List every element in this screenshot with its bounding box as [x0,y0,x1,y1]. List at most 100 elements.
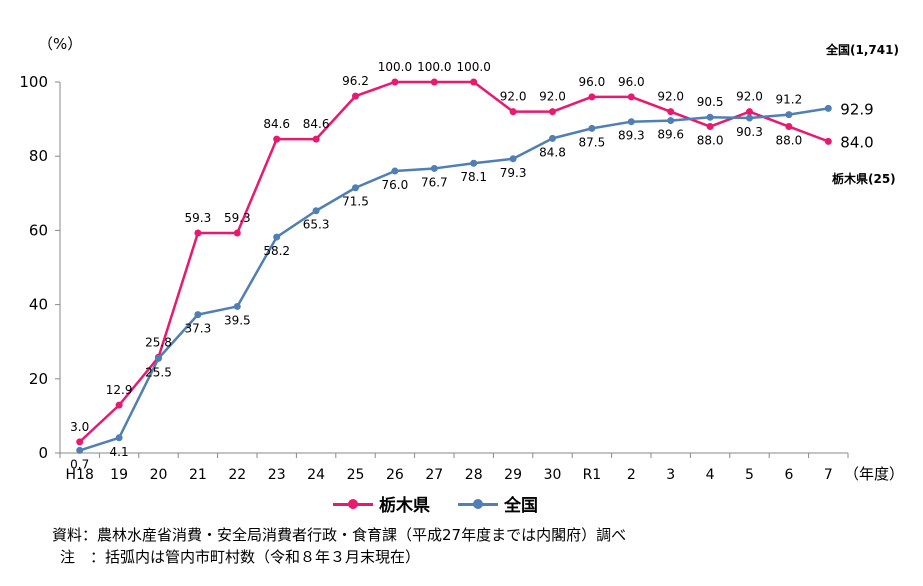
legend-item-tochigi: 栃木県 [333,491,430,516]
data-label-1-2: 25.5 [145,365,172,379]
data-point-0-1 [115,401,123,409]
data-label-0-16: 88.0 [697,134,724,148]
y-axis-unit: （%） [38,35,82,53]
data-point-1-9 [430,164,438,172]
y-tick-label: 20 [29,370,48,388]
legend-label-tochigi: 栃木県 [379,496,430,516]
x-tick-label: 23 [268,467,286,483]
data-label-1-4: 39.5 [224,313,251,327]
data-point-1-14 [627,118,635,126]
data-point-0-14 [627,93,635,101]
data-point-0-7 [352,92,359,100]
y-tick-label: 100 [19,73,48,91]
y-tick-label: 80 [29,147,48,165]
data-point-1-7 [352,184,359,192]
data-point-0-11 [509,108,517,116]
legend-label-national: 全国 [504,496,538,516]
legend-swatch-tochigi [333,498,373,510]
data-point-0-13 [588,93,596,101]
x-tick-label: 29 [504,467,522,483]
x-tick-label: 19 [110,467,128,483]
x-tick-label: H18 [66,467,94,483]
data-label-1-14: 89.3 [618,129,645,143]
x-tick-label: 26 [386,467,404,483]
data-label-0-8: 100.0 [378,60,412,74]
data-point-1-5 [273,233,281,241]
data-point-1-6 [312,207,320,215]
legend: 栃木県 全国 [333,491,538,516]
x-tick-label: 6 [784,467,793,483]
national-end-note: 全国(1,741) [825,42,899,57]
x-tick-label: 3 [666,467,675,483]
data-point-1-19 [824,104,832,112]
data-label-0-11: 92.0 [500,90,527,104]
data-point-1-4 [233,302,241,310]
data-label-0-19: 84.0 [840,133,873,151]
x-tick-label: 27 [425,467,443,483]
data-point-1-17 [746,114,753,122]
data-point-1-2 [155,354,162,362]
data-label-1-11: 79.3 [500,166,527,180]
y-tick-label: 40 [29,296,48,314]
data-label-1-15: 89.6 [657,128,684,142]
data-point-1-10 [470,159,478,167]
tochigi-end-note: 栃木県(25) [832,171,896,186]
y-tick-label: 0 [38,444,48,462]
data-label-0-17: 92.0 [736,90,763,104]
data-label-0-6: 84.6 [303,117,330,131]
data-point-1-0 [76,446,84,454]
data-point-1-16 [706,113,714,121]
data-point-0-12 [549,108,556,116]
data-label-0-13: 96.0 [579,75,606,89]
x-tick-label: 24 [307,467,325,483]
data-label-0-0: 3.0 [70,420,89,434]
data-label-0-12: 92.0 [539,90,566,104]
data-label-1-6: 65.3 [303,218,330,232]
series-line-0 [78,80,829,443]
data-label-0-5: 84.6 [263,117,290,131]
data-label-0-9: 100.0 [417,60,451,74]
footnote: 注 ：括弧内は管内市町村数（令和８年３月末現在） [60,548,421,566]
data-point-0-0 [76,438,84,446]
data-point-0-6 [312,135,320,143]
data-label-0-15: 92.0 [657,90,684,104]
x-tick-label: 25 [347,467,365,483]
data-point-0-3 [194,229,202,237]
data-label-0-18: 88.0 [776,134,803,148]
data-point-0-8 [391,78,399,86]
data-label-1-10: 78.1 [460,170,487,184]
x-tick-label: 28 [465,467,483,483]
series-layer [76,78,832,454]
data-labels: 3.0 12.9 25.8 59.3 59.3 84.6 84.6 96.2 100.0 100.… [70,60,874,471]
data-point-1-15 [667,117,675,125]
data-label-0-4: 59.3 [224,211,251,225]
data-point-0-18 [785,123,793,131]
data-point-0-10 [470,78,478,86]
data-point-1-13 [588,124,596,132]
x-tick-label: 5 [745,467,754,483]
data-point-0-19 [824,137,832,145]
x-tick-label: 21 [189,467,207,483]
data-point-1-3 [194,311,202,319]
data-label-0-14: 96.0 [618,75,645,89]
data-point-0-17 [746,108,753,116]
data-point-1-18 [785,111,793,119]
data-label-1-13: 87.5 [579,135,606,149]
data-label-1-3: 37.3 [185,322,212,336]
data-label-0-1: 12.9 [106,383,133,397]
x-axis-unit: （年度） [844,465,904,483]
notes: 資料：農林水産省消費・安全局消費者行政・食育課（平成27年度までは内閣府）調べ … [52,524,626,568]
data-point-0-9 [430,78,438,86]
data-label-1-1: 4.1 [110,445,129,459]
x-tick-label: 22 [228,467,246,483]
data-label-1-8: 76.0 [382,178,409,192]
legend-swatch-national [458,498,498,510]
x-tick-label: 2 [627,467,636,483]
data-label-1-5: 58.2 [263,244,290,258]
series-line-1 [79,107,829,452]
x-tick-label: 30 [544,467,562,483]
data-label-1-12: 84.8 [539,145,566,159]
data-point-0-5 [273,135,281,143]
legend-item-national: 全国 [458,491,538,516]
